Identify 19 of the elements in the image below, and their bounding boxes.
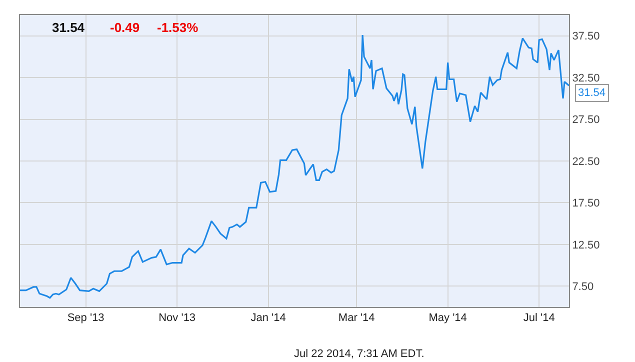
x-tick-label: Sep '13 xyxy=(67,312,104,324)
y-tick-label: 12.50 xyxy=(572,239,600,252)
y-tick-label: 37.50 xyxy=(572,30,600,43)
annotation: -0.49 xyxy=(110,20,140,35)
annotation: 31.54 xyxy=(52,20,86,35)
x-tick-label: Mar '14 xyxy=(338,312,375,324)
x-tick-label: Nov '13 xyxy=(158,312,196,324)
y-tick-label: 27.50 xyxy=(572,114,600,126)
y-tick-label: 32.50 xyxy=(572,72,600,84)
text: Jul 22 2014, 7:31 AM EDT. xyxy=(294,348,424,360)
x-tick-label: May '14 xyxy=(428,312,467,324)
y-tick-label: 17.50 xyxy=(572,198,600,210)
x-tick-label: Jul '14 xyxy=(523,312,555,324)
annotation: -1.53% xyxy=(157,20,199,35)
line-series xyxy=(20,34,569,299)
annotation: 31.54 xyxy=(578,87,606,99)
x-tick-label: Jan '14 xyxy=(250,312,286,324)
y-tick-label: 7.50 xyxy=(572,280,594,293)
y-tick-label: 22.50 xyxy=(572,156,600,168)
